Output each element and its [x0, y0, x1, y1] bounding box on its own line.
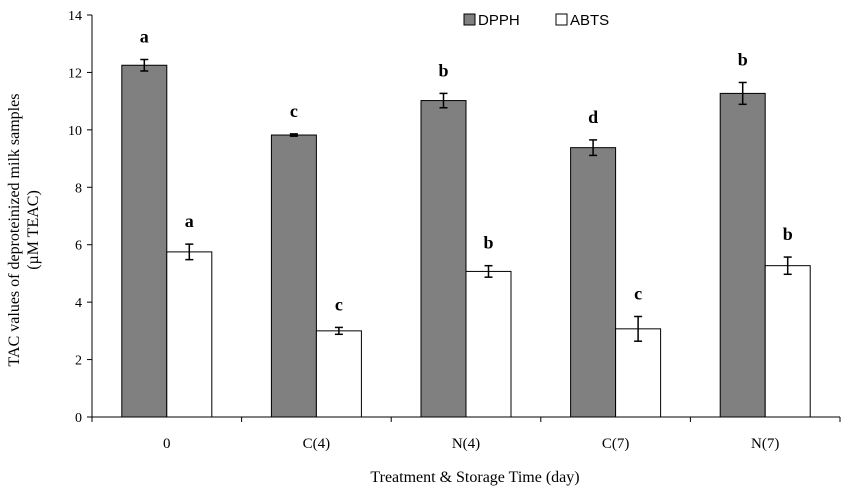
y-tick-label: 10	[68, 124, 82, 139]
y-tick-label: 4	[75, 296, 82, 311]
bar-dpph	[420, 100, 467, 418]
x-tick-label: C(7)	[602, 436, 630, 452]
x-tick-label: N(7)	[751, 436, 779, 452]
y-tick-label: 0	[75, 411, 82, 426]
y-tick-label: 2	[75, 354, 82, 369]
x-tick-label: 0	[163, 436, 171, 452]
bar-dpph	[719, 92, 766, 418]
significance-letter: a	[185, 211, 194, 231]
y-tick-label: 6	[75, 239, 82, 254]
bar-dpph	[121, 64, 168, 418]
significance-letter: c	[634, 284, 642, 304]
x-tick-label: N(4)	[452, 436, 480, 452]
legend-label-abts: ABTS	[570, 12, 609, 29]
legend-label-dpph: DPPH	[478, 12, 520, 29]
plot-area: 0 2 4 6 8 10 12 14 0 a a C(4) c c N(4) b b C(7) d c N(7) b b	[68, 9, 841, 452]
y-axis-title: TAC values of deproteinized milk samples…	[6, 94, 42, 367]
y-axis-title-line2: (µM TEAC)	[25, 190, 42, 270]
legend-swatch-dpph	[463, 13, 476, 26]
significance-letter: d	[588, 107, 598, 127]
bar-abts	[615, 328, 662, 418]
significance-letter: b	[438, 60, 448, 80]
bar-abts	[465, 270, 512, 418]
significance-letter: c	[335, 294, 343, 314]
bar-dpph	[270, 134, 317, 418]
bar-abts	[764, 265, 811, 418]
x-axis-title: Treatment & Storage Time (day)	[370, 469, 579, 486]
bar-dpph	[570, 147, 617, 418]
significance-letter: a	[140, 27, 149, 47]
bar-abts	[315, 330, 362, 418]
significance-letter: b	[783, 224, 793, 244]
significance-letter: b	[738, 49, 748, 69]
legend: DPPH ABTS	[463, 12, 609, 29]
y-axis-title-line1: TAC values of deproteinized milk samples	[6, 94, 23, 367]
y-tick-label: 14	[68, 9, 82, 24]
legend-swatch-abts	[555, 13, 568, 26]
x-tick-label: C(4)	[303, 436, 331, 452]
y-tick-label: 8	[75, 181, 82, 196]
significance-letter: c	[290, 101, 298, 121]
bar-abts	[166, 251, 213, 418]
significance-letter: b	[483, 233, 493, 253]
y-tick-label: 12	[68, 66, 82, 81]
